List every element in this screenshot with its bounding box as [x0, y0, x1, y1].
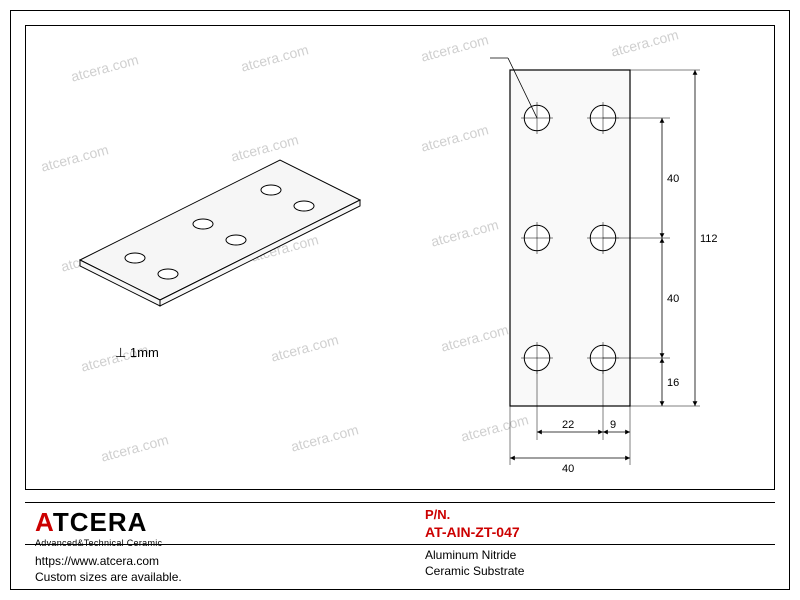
title-block-left: ATCERA Advanced&Technical Ceramic https:…	[25, 503, 415, 588]
dim-overall-width: 40	[562, 463, 574, 475]
pn-label: P/N.	[425, 507, 765, 522]
dim-edge-v: 16	[667, 377, 679, 389]
brand-tagline: Advanced&Technical Ceramic	[35, 538, 405, 548]
title-block-right: P/N. AT-AIN-ZT-047 Aluminum Nitride Cera…	[415, 503, 775, 588]
dim-edge-h: 9	[610, 419, 616, 431]
footer-url: https://www.atcera.com	[35, 554, 405, 568]
isometric-view	[60, 100, 380, 320]
footer-note: Custom sizes are available.	[35, 570, 405, 584]
dim-v2: 40	[667, 293, 679, 305]
thickness-label: ⊥ 1mm	[115, 345, 159, 361]
material-line2: Ceramic Substrate	[425, 564, 765, 578]
dim-h-spacing: 22	[562, 419, 574, 431]
dim-v1: 40	[667, 173, 679, 185]
material-line1: Aluminum Nitride	[425, 548, 765, 562]
plan-view: 6-⌀8.5 112 40 40 16 22 9 40	[490, 50, 750, 470]
title-block: ATCERA Advanced&Technical Ceramic https:…	[25, 503, 775, 588]
dim-overall-height: 112	[700, 233, 718, 245]
brand-logo: ATCERA	[35, 507, 405, 538]
pn-value: AT-AIN-ZT-047	[425, 524, 765, 540]
